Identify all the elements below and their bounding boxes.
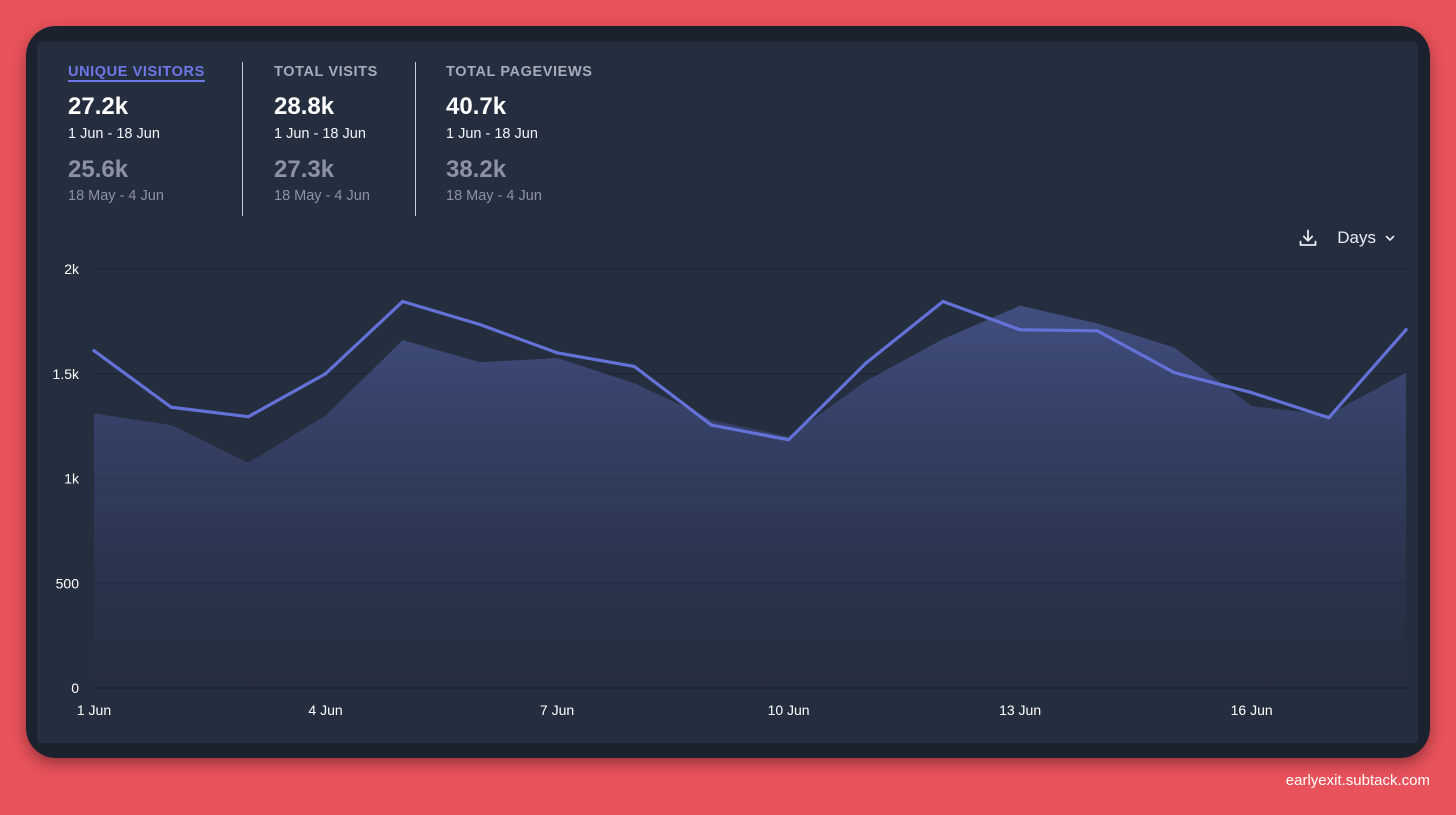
stat-label[interactable]: TOTAL VISITS [274, 64, 378, 80]
line-point [1327, 416, 1331, 420]
stat-range: 1 Jun - 18 Jun [68, 126, 160, 142]
x-tick-label: 1 Jun [77, 702, 111, 718]
chart-line-layer [92, 299, 1408, 442]
interval-dropdown[interactable]: Days [1337, 228, 1396, 248]
download-icon[interactable] [1298, 228, 1318, 248]
visitors-chart: 0 500 1k 1.5k 2k 1 Jun 4 Jun 7 Jun 10 Jun 13 Jun… [53, 261, 1408, 718]
stat-previous-value: 25.6k [68, 156, 129, 183]
stat-previous-value: 27.3k [274, 156, 335, 183]
stat-range: 1 Jun - 18 Jun [446, 126, 538, 142]
y-tick-label: 500 [56, 575, 80, 591]
current-period-line [92, 299, 1408, 442]
stat-unique-visitors[interactable]: UNIQUE VISITORS 27.2k 1 Jun - 18 Jun 25.… [68, 64, 205, 204]
stat-label[interactable]: UNIQUE VISITORS [68, 64, 205, 80]
stat-previous-range: 18 May - 4 Jun [274, 188, 370, 204]
stat-value: 28.8k [274, 93, 335, 120]
chart-toolbar: Days [1297, 226, 1396, 250]
line-point [1095, 329, 1099, 333]
stat-value: 27.2k [68, 93, 129, 120]
chart-area-layer [94, 305, 1406, 688]
stat-previous-range: 18 May - 4 Jun [68, 188, 164, 204]
line-point [864, 361, 868, 365]
line-point [1250, 391, 1254, 395]
stat-divider [242, 62, 243, 216]
stat-total-pageviews[interactable]: TOTAL PAGEVIEWS 40.7k 1 Jun - 18 Jun 38.… [446, 64, 593, 204]
y-tick-label: 0 [71, 680, 79, 696]
x-axis-labels: 1 Jun 4 Jun 7 Jun 10 Jun 13 Jun 16 Jun [77, 702, 1273, 718]
x-tick-label: 10 Jun [768, 702, 810, 718]
line-point [169, 405, 173, 409]
line-point [92, 349, 96, 353]
line-point [555, 351, 559, 355]
line-point [632, 364, 636, 369]
stat-label[interactable]: TOTAL PAGEVIEWS [446, 64, 593, 80]
chevron-down-icon[interactable] [1384, 232, 1396, 244]
line-point [478, 322, 482, 327]
y-axis-labels: 0 500 1k 1.5k 2k [53, 261, 80, 696]
stat-value: 40.7k [446, 93, 507, 120]
line-point [1018, 328, 1022, 332]
line-point [401, 299, 405, 304]
line-point [246, 415, 250, 419]
stat-previous-value: 38.2k [446, 156, 507, 183]
line-point [1172, 371, 1177, 375]
stat-previous-range: 18 May - 4 Jun [446, 188, 542, 204]
watermark: earlyexit.subtack.com [1285, 772, 1430, 789]
line-point [709, 423, 714, 427]
comparison-area [94, 305, 1406, 688]
x-tick-label: 7 Jun [540, 702, 574, 718]
y-tick-label: 1k [64, 471, 80, 487]
x-tick-label: 4 Jun [308, 702, 342, 718]
x-tick-label: 13 Jun [999, 702, 1041, 718]
download-button[interactable] [1297, 227, 1319, 249]
analytics-panel: 0 500 1k 1.5k 2k 1 Jun 4 Jun 7 Jun 10 Jun 13 Jun… [37, 42, 1418, 743]
stat-total-visits[interactable]: TOTAL VISITS 28.8k 1 Jun - 18 Jun 27.3k … [274, 64, 378, 204]
window-frame: 0 500 1k 1.5k 2k 1 Jun 4 Jun 7 Jun 10 Jun 13 Jun… [26, 26, 1430, 758]
interval-label[interactable]: Days [1337, 228, 1376, 247]
line-point [941, 299, 945, 304]
line-point [786, 438, 791, 442]
line-point [1404, 328, 1408, 332]
stat-divider [415, 62, 416, 216]
stat-range: 1 Jun - 18 Jun [274, 126, 366, 142]
x-tick-label: 16 Jun [1231, 702, 1273, 718]
y-tick-label: 1.5k [53, 366, 80, 382]
y-tick-label: 2k [64, 261, 80, 277]
line-point [323, 372, 328, 376]
